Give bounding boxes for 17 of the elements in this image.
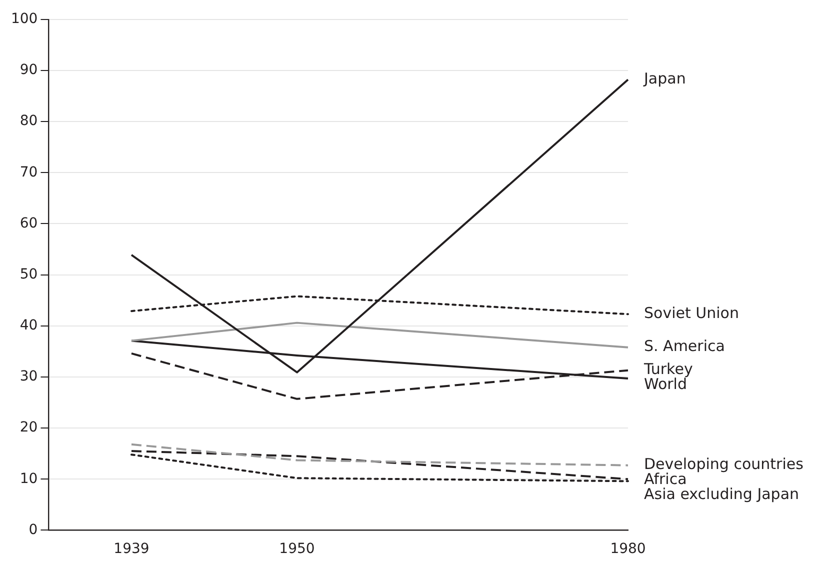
- series-label: S. America: [644, 337, 725, 356]
- y-tick-label: 60: [20, 215, 38, 232]
- y-tick-label: 0: [28, 522, 38, 538]
- y-tick-label: 90: [20, 62, 38, 78]
- x-tick-label: 1980: [610, 541, 646, 558]
- y-tick-label: 100: [10, 11, 38, 28]
- y-tick-label: 10: [20, 470, 38, 487]
- y-tick-label: 70: [20, 164, 38, 180]
- x-tick-label: 1939: [114, 541, 150, 558]
- y-tick-label: 40: [20, 318, 38, 334]
- y-tick-label: 30: [20, 368, 38, 385]
- y-tick-label: 20: [20, 420, 38, 436]
- x-tick-label: 1950: [279, 541, 315, 558]
- y-tick-label: 50: [20, 266, 38, 282]
- series-label: Soviet Union: [644, 304, 739, 322]
- series-label: Japan: [643, 70, 686, 88]
- y-tick-label: 80: [20, 113, 38, 130]
